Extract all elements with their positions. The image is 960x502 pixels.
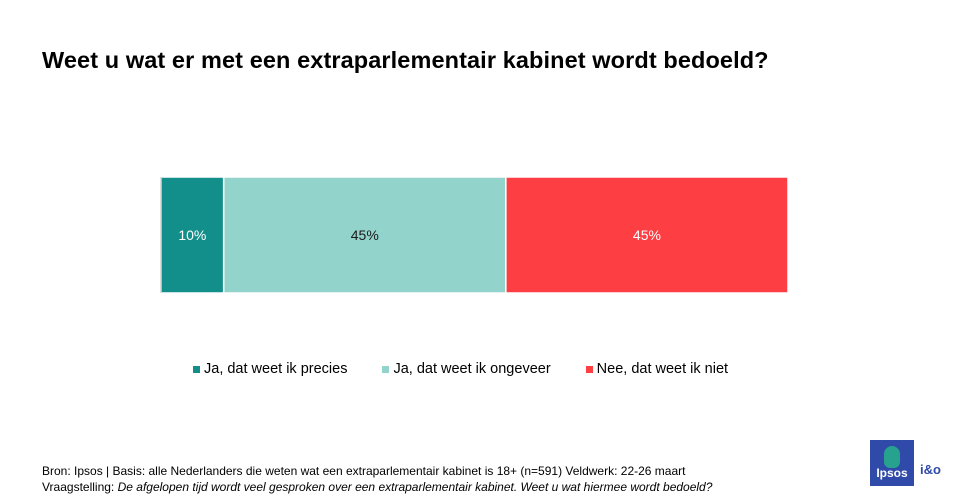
bar-segment-ongeveer [222, 176, 507, 294]
ipsos-logo-mark-icon [884, 446, 900, 468]
legend-item-niet: Nee, dat weet ik niet [585, 361, 729, 377]
chart-title: Weet u wat er met een extraparlementair … [42, 47, 769, 73]
data-label-precies: 10% [178, 227, 206, 243]
legend-label-niet: Nee, dat weet ik niet [596, 361, 729, 377]
data-label-ongeveer: 45% [351, 227, 379, 243]
ipsos-io-logo: Ipsos i&o [870, 440, 950, 486]
io-logo-text: i&o [920, 462, 941, 477]
legend-swatch-precies [193, 365, 200, 373]
source-footer: Bron: Ipsos | Basis: alle Nederlanders d… [42, 463, 712, 495]
legend-label-ongeveer: Ja, dat weet ik ongeveer [393, 361, 551, 377]
question-prefix: Vraagstelling: [42, 480, 118, 494]
legend-item-precies: Ja, dat weet ik precies [193, 361, 347, 377]
data-label-niet: 45% [633, 227, 661, 243]
legend-swatch-niet [585, 365, 593, 373]
ipsos-logo-box: Ipsos [870, 440, 914, 486]
legend-item-ongeveer: Ja, dat weet ik ongeveer [382, 361, 551, 377]
bar-segment-precies [160, 176, 225, 294]
source-line: Bron: Ipsos | Basis: alle Nederlanders d… [42, 464, 686, 478]
chart-legend: Ja, dat weet ik precies Ja, dat weet ik … [193, 361, 763, 377]
legend-swatch-ongeveer [382, 365, 390, 373]
bar-segment-niet [505, 176, 789, 294]
question-line: Vraagstelling: De afgelopen tijd wordt v… [42, 479, 712, 495]
question-text: De afgelopen tijd wordt veel gesproken o… [117, 480, 713, 494]
legend-label-precies: Ja, dat weet ik precies [204, 361, 348, 377]
stacked-bar-chart: 10% 45% 45% [160, 176, 789, 294]
ipsos-logo-text: Ipsos [876, 466, 908, 480]
